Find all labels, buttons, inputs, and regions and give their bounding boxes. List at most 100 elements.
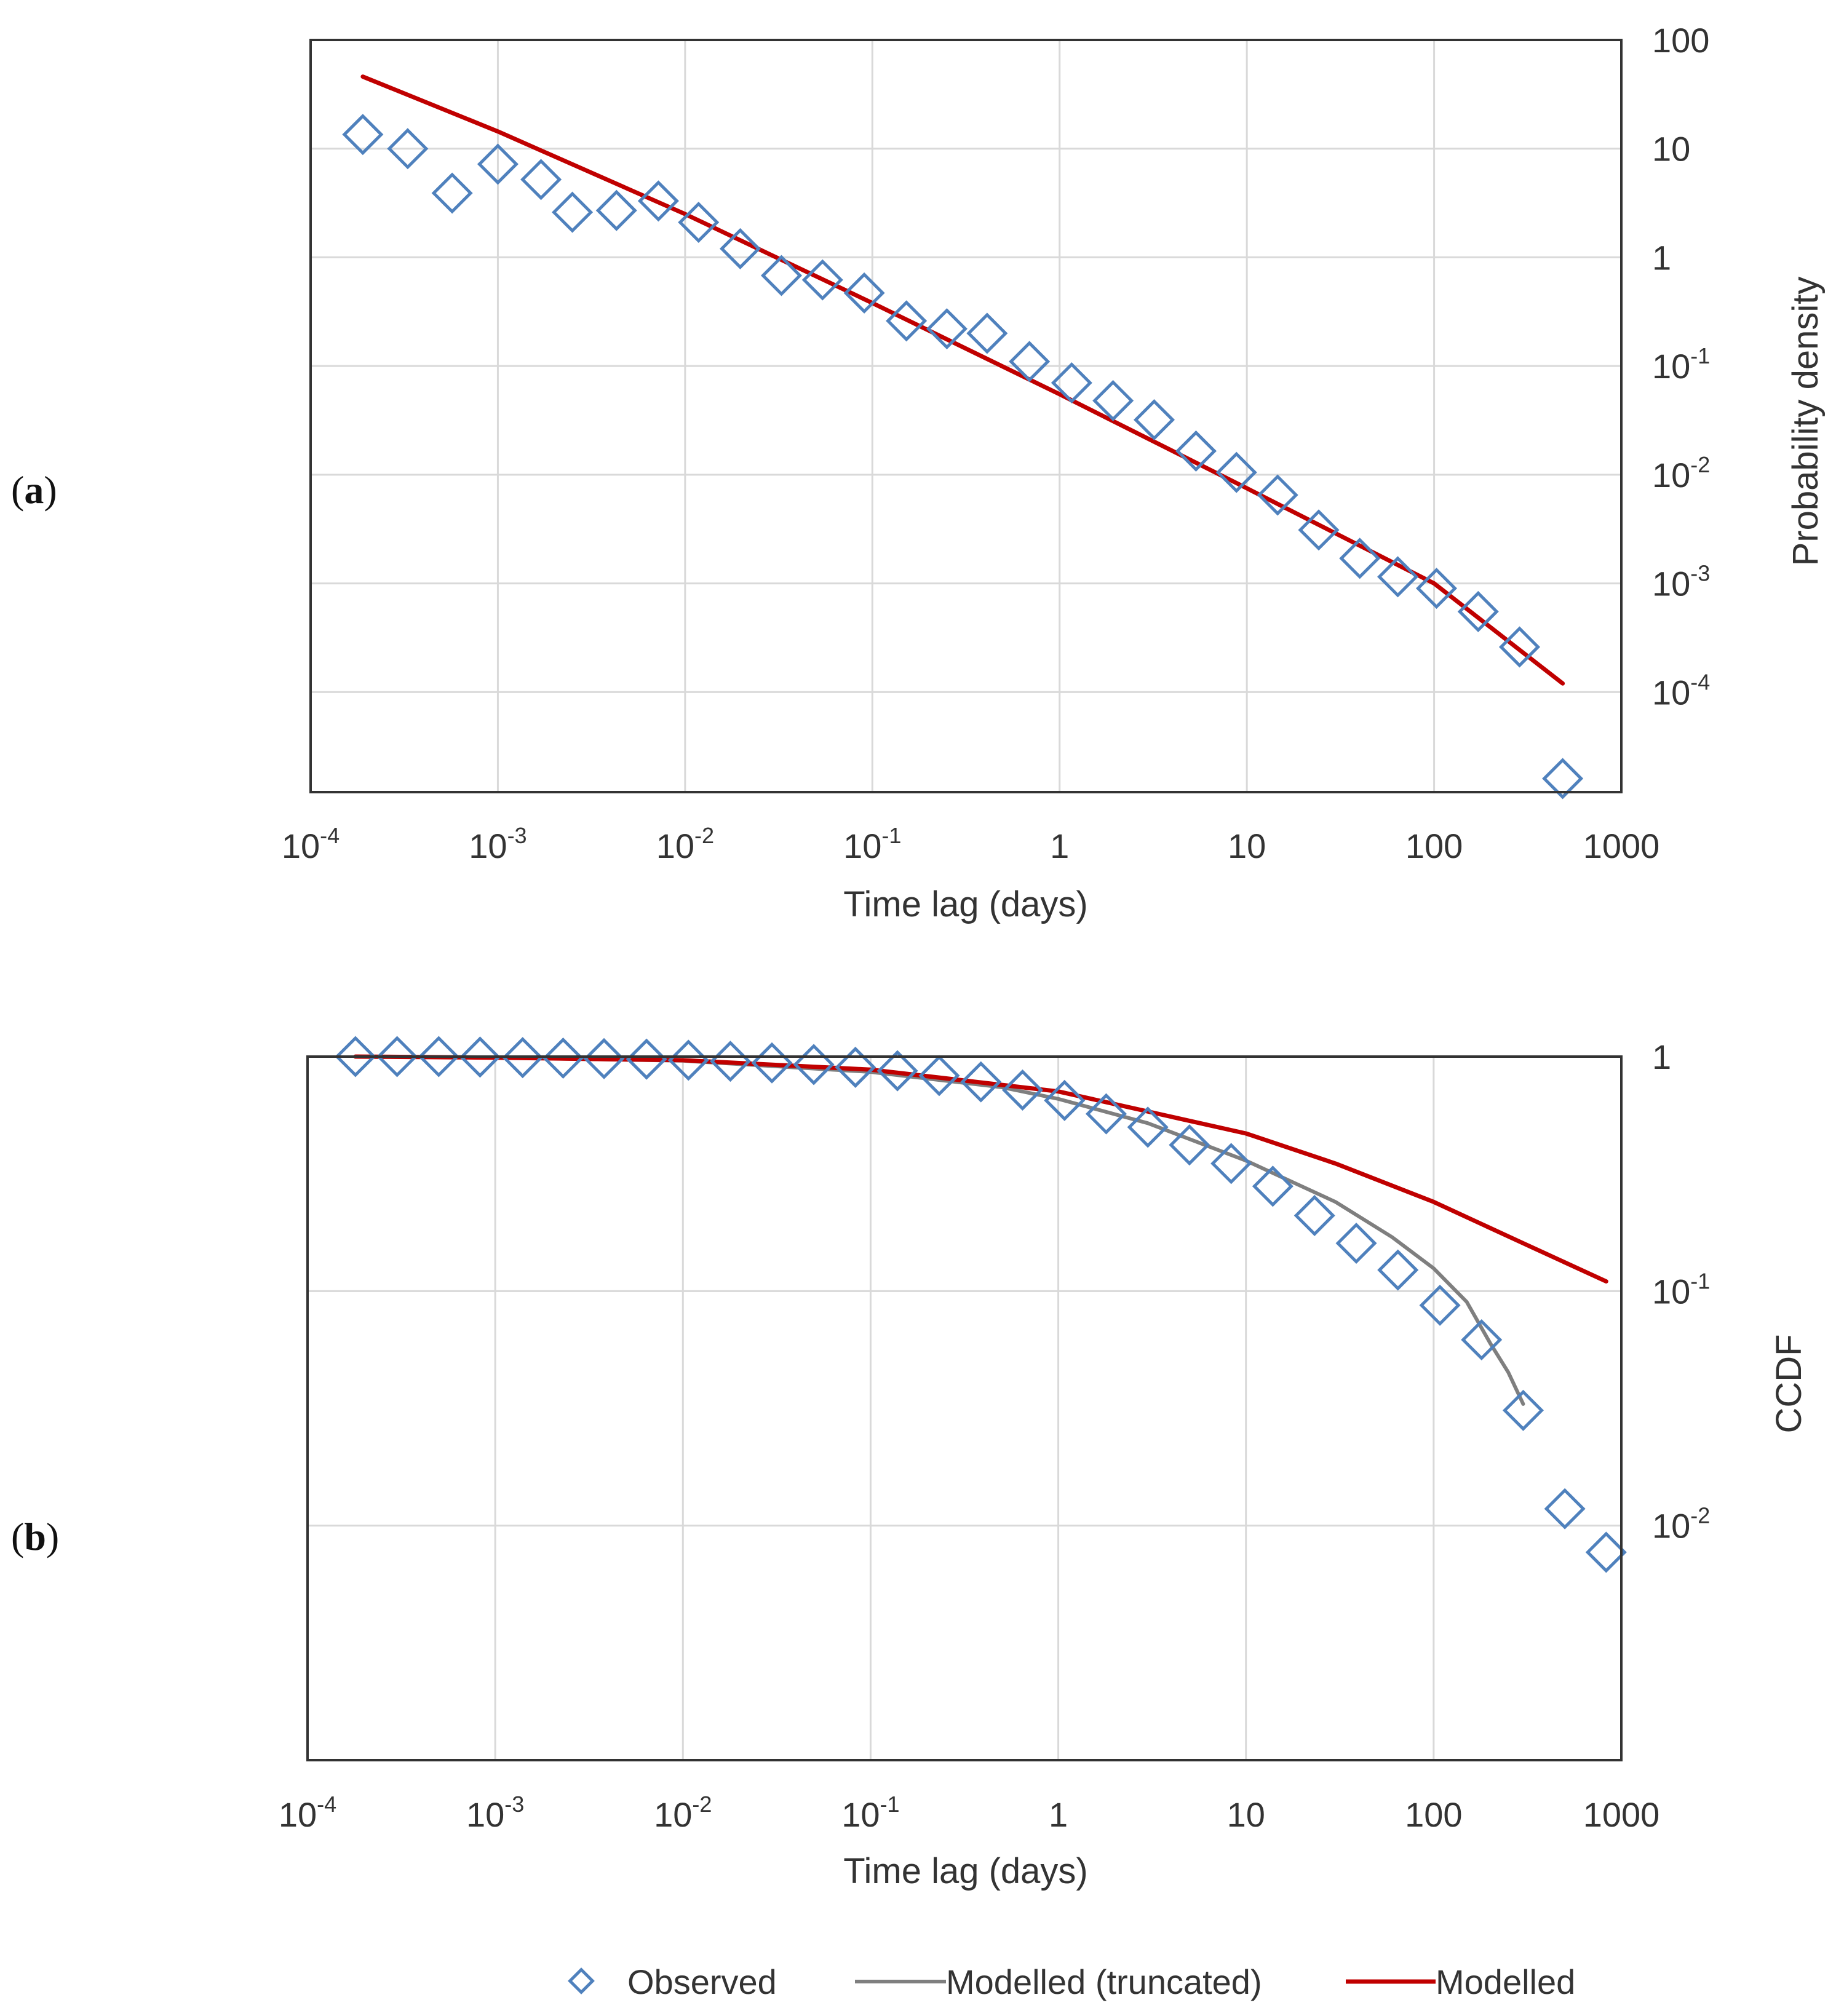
x-tick-label: 100 <box>1405 1795 1462 1834</box>
chart-b-y-axis-title: CCDF <box>1769 1334 1809 1433</box>
observed-point <box>1092 379 1134 422</box>
observed-point <box>1210 1143 1252 1185</box>
chart-a-gridlines <box>309 39 1623 792</box>
observed-point <box>542 1037 584 1079</box>
observed-point <box>387 128 429 170</box>
chart-b-ccdf: 10-4 10-3 10-2 10-1 1 10 100 1000 1 10-1 10-2 Tim… <box>279 1036 1809 1891</box>
observed-point <box>1298 509 1340 551</box>
observed-point <box>477 143 519 185</box>
observed-point <box>1127 1106 1169 1148</box>
chart-a-markers <box>342 114 1584 800</box>
observed-point <box>1051 362 1092 404</box>
x-tick-label: 10-3 <box>466 1792 524 1834</box>
legend-modelled-label: Modelled <box>1436 1962 1575 2001</box>
chart-a-frame <box>309 39 1623 793</box>
observed-point <box>719 228 761 269</box>
chart-b-frame <box>306 1055 1623 1761</box>
observed-point <box>918 1055 960 1097</box>
observed-point <box>801 259 843 301</box>
chart-b-x-tick-labels: 10-4 10-3 10-2 10-1 1 10 100 1000 <box>279 1792 1659 1834</box>
x-tick-label: 10 <box>1228 827 1266 865</box>
observed-point <box>1009 341 1051 383</box>
observed-point <box>1461 1319 1503 1361</box>
observed-point <box>520 159 562 200</box>
series-line-modelled <box>360 74 1565 686</box>
observed-point <box>1085 1093 1127 1135</box>
observed-point <box>502 1037 544 1079</box>
chart-b-x-axis-title: Time lag (days) <box>843 1851 1088 1891</box>
observed-point <box>1585 1531 1627 1573</box>
observed-point <box>960 1061 1002 1103</box>
observed-point <box>1169 1124 1210 1166</box>
chart-a-probability-density: 10-4 10-3 10-2 10-1 1 10 100 1000 10010110-110-… <box>282 21 1826 924</box>
x-tick-label: 100 <box>1405 827 1463 865</box>
observed-point <box>431 172 473 214</box>
observed-point <box>843 272 885 314</box>
x-tick-label: 1 <box>1050 827 1069 865</box>
observed-point <box>1339 538 1381 579</box>
observed-point <box>1044 1079 1086 1121</box>
observed-point <box>1377 556 1419 598</box>
y-tick-label: 10-3 <box>1652 561 1710 603</box>
y-tick-label: 1 <box>1652 238 1671 277</box>
x-tick-label: 1 <box>1049 1795 1068 1834</box>
x-tick-label: 1000 <box>1583 827 1660 865</box>
observed-point <box>1377 1249 1419 1291</box>
y-tick-label: 10-1 <box>1652 1268 1710 1311</box>
y-tick-label: 100 <box>1652 21 1709 60</box>
observed-point <box>1133 399 1175 441</box>
observed-point <box>1257 474 1298 516</box>
observed-point <box>1335 1222 1377 1264</box>
x-tick-label: 10-2 <box>654 1792 712 1834</box>
legend: Observed Modelled (truncated) Modelled <box>568 1962 1575 2001</box>
observed-point <box>376 1036 418 1077</box>
observed-point <box>876 1050 918 1092</box>
legend-observed-marker <box>568 1967 595 1994</box>
observed-point <box>793 1044 835 1085</box>
legend-item-modelled: Modelled <box>1346 1962 1575 2001</box>
chart-a-y-axis-title: Probability density <box>1786 277 1826 566</box>
legend-observed-label: Observed <box>627 1962 777 2001</box>
chart-a-y-tick-labels: 100 10 1 10-1 10-2 10-3 10-4 <box>1652 21 1710 712</box>
observed-point <box>1001 1069 1043 1111</box>
observed-point <box>595 189 637 231</box>
observed-point <box>678 201 720 244</box>
y-tick-label: 10 <box>1652 130 1690 169</box>
observed-point <box>835 1046 876 1088</box>
observed-point <box>1542 758 1584 800</box>
chart-a-lines <box>360 74 1565 686</box>
observed-point <box>1175 430 1217 472</box>
observed-point <box>626 1038 667 1080</box>
chart-b-y-tick-labels: 1 10-1 10-2 <box>1652 1038 1710 1546</box>
panel-label-b: (b) <box>11 1515 59 1558</box>
panel-label-a: (a) <box>11 468 57 512</box>
observed-point <box>1415 568 1458 609</box>
x-tick-label: 1000 <box>1583 1795 1660 1834</box>
observed-point <box>335 1036 376 1077</box>
x-tick-label: 10-4 <box>282 823 340 865</box>
x-tick-label: 10-1 <box>843 823 901 865</box>
observed-point <box>552 191 594 233</box>
observed-point <box>1419 1284 1461 1326</box>
observed-point <box>966 312 1008 354</box>
x-tick-label: 10-1 <box>841 1792 899 1834</box>
observed-point <box>418 1036 459 1077</box>
y-tick-label: 10-2 <box>1652 1503 1710 1546</box>
observed-point <box>459 1036 501 1078</box>
legend-item-observed: Observed <box>568 1962 777 2001</box>
observed-point <box>1215 451 1257 493</box>
observed-point <box>1498 626 1541 668</box>
observed-point <box>886 300 928 342</box>
legend-truncated-label: Modelled (truncated) <box>946 1962 1262 2001</box>
chart-a-x-axis-title: Time lag (days) <box>843 884 1088 924</box>
y-tick-label: 10-1 <box>1652 343 1710 386</box>
x-tick-label: 10-4 <box>279 1792 336 1834</box>
y-tick-label: 10-4 <box>1652 669 1710 712</box>
observed-point <box>1502 1389 1544 1431</box>
observed-point <box>583 1038 625 1079</box>
observed-point <box>342 114 384 156</box>
chart-b-lines <box>353 1054 1608 1406</box>
chart-a-x-tick-labels: 10-4 10-3 10-2 10-1 1 10 100 1000 <box>282 823 1659 865</box>
y-tick-label: 1 <box>1652 1038 1671 1076</box>
